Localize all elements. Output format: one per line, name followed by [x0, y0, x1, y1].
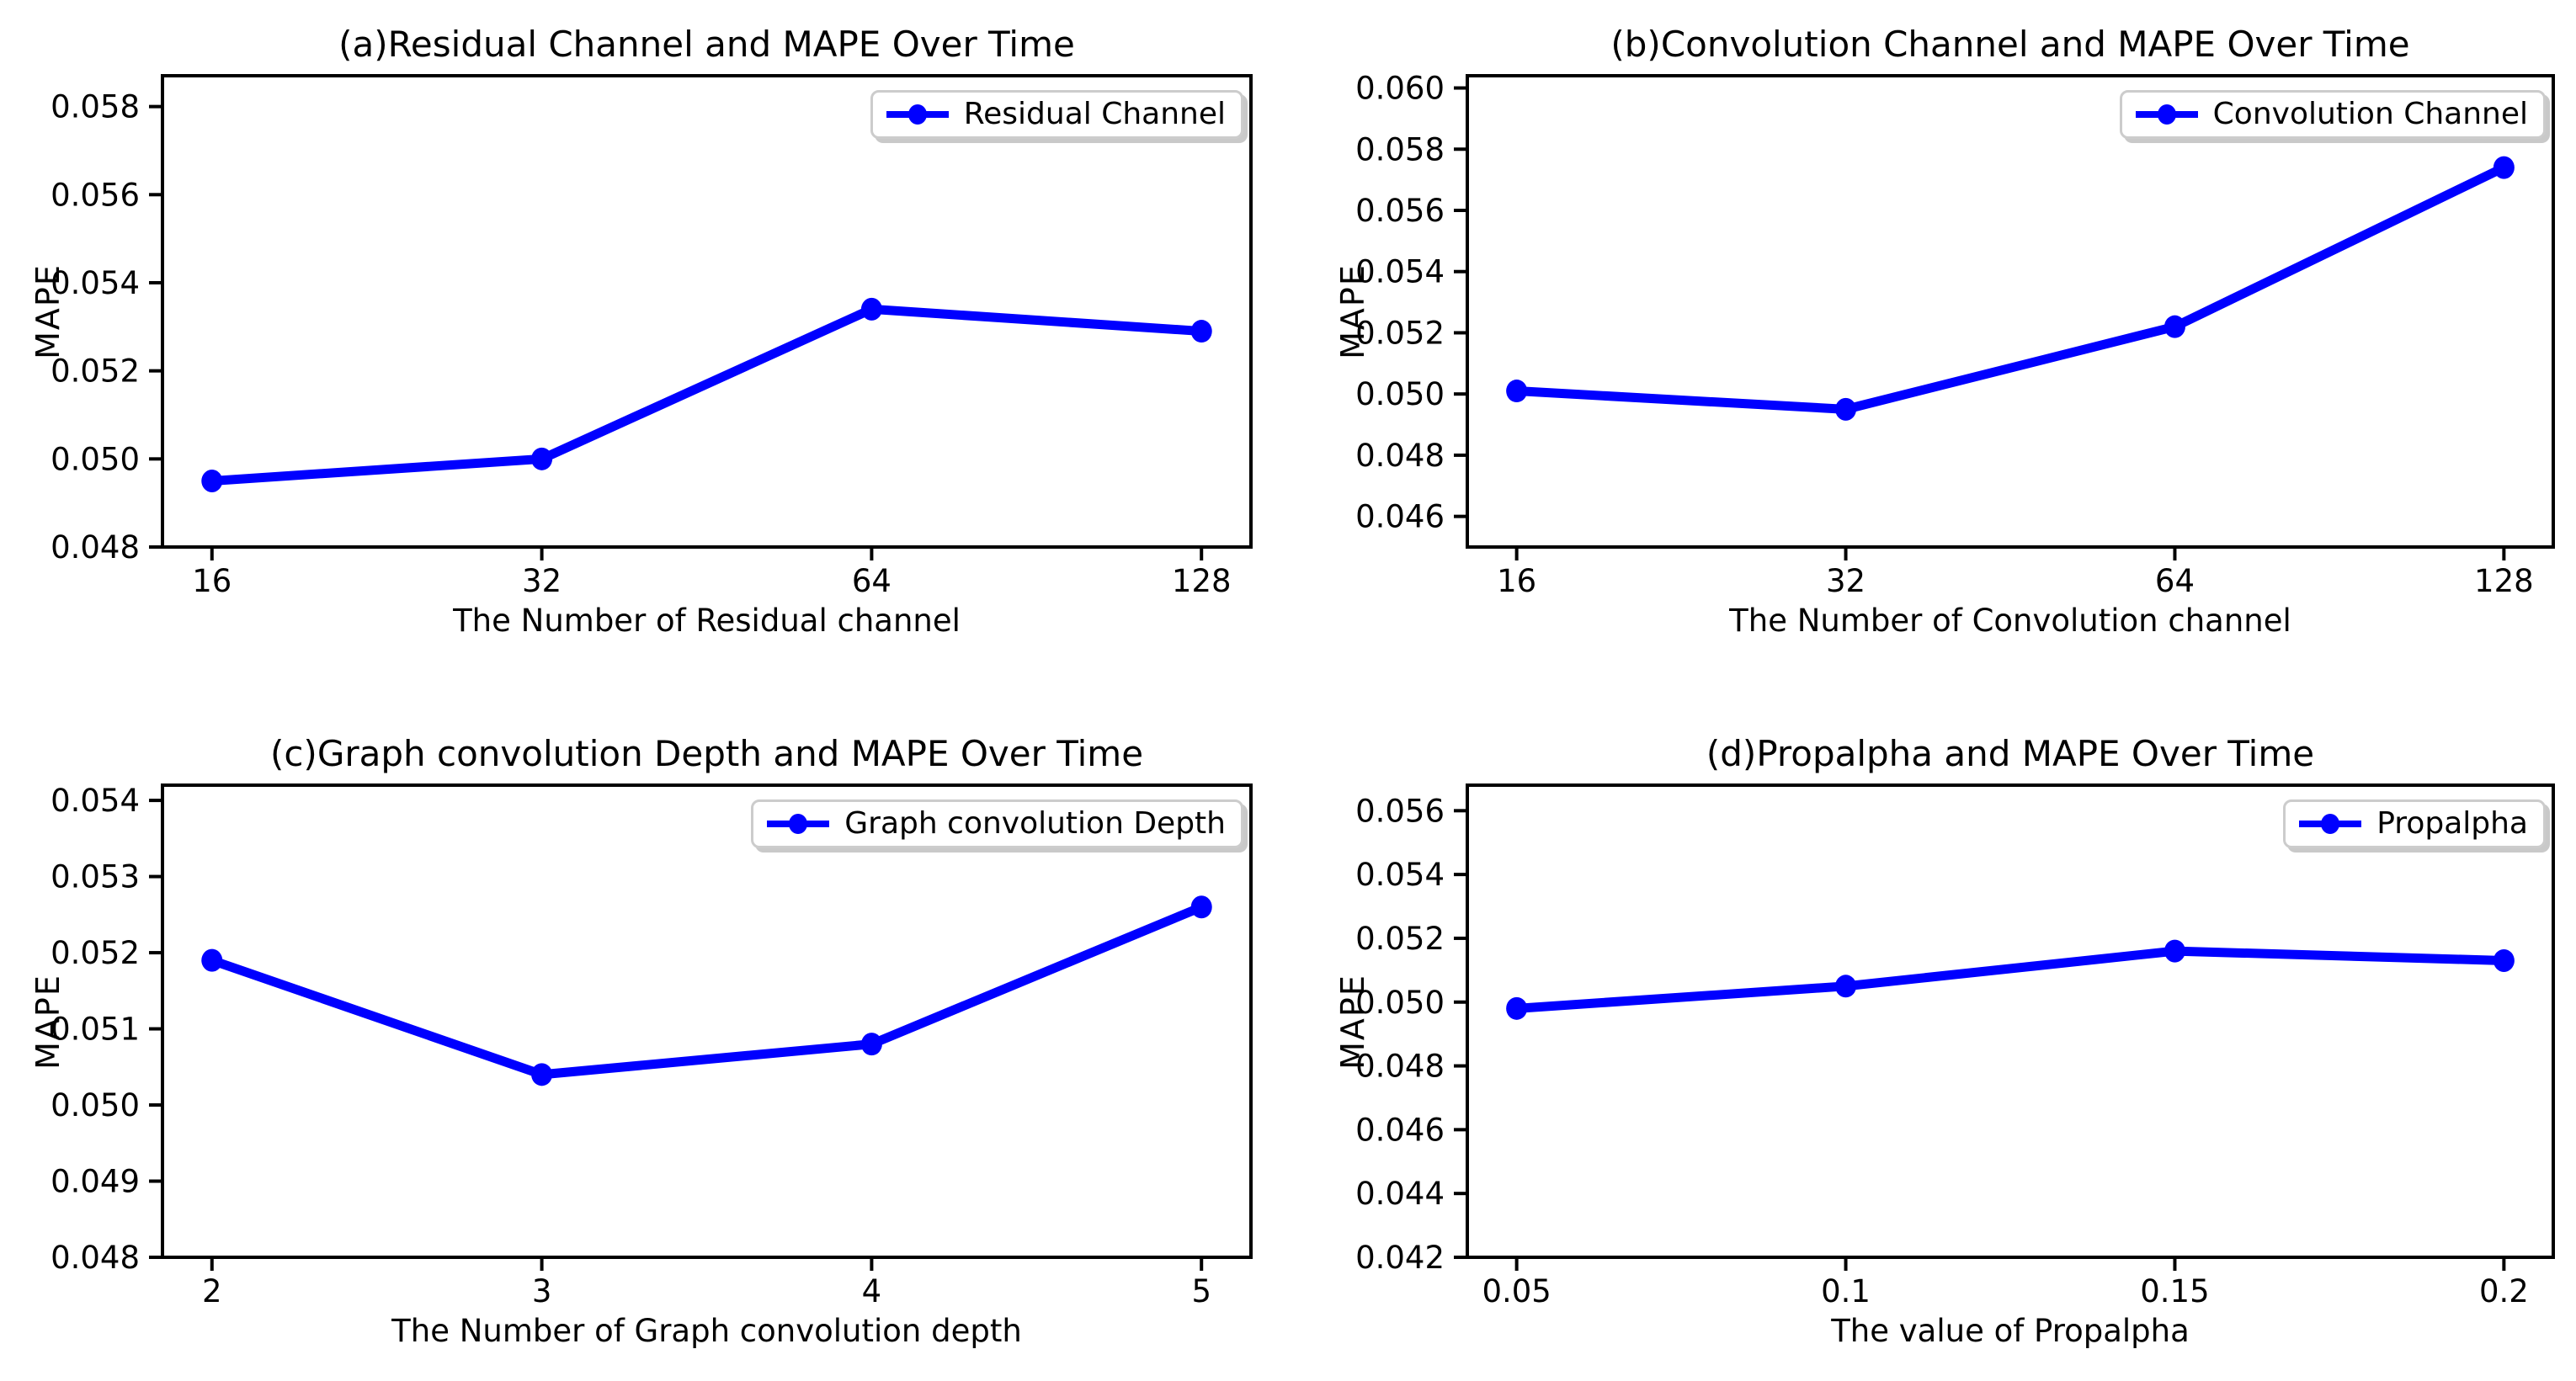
data-point-marker — [1190, 895, 1212, 919]
y-tick-label: 0.046 — [1355, 1112, 1445, 1148]
x-tick-label: 0.1 — [1821, 1273, 1871, 1309]
x-tick-label: 2 — [202, 1273, 222, 1309]
y-tick-label: 0.058 — [51, 89, 140, 125]
y-tick-label: 0.053 — [51, 859, 140, 895]
chart-title: (c)Graph convolution Depth and MAPE Over… — [269, 733, 1144, 774]
legend-line-marker-icon — [2135, 104, 2198, 125]
data-point-marker — [201, 469, 223, 492]
x-tick-label: 128 — [1172, 563, 1232, 599]
data-point-marker — [2164, 939, 2185, 963]
y-tick-label: 0.050 — [1355, 376, 1445, 412]
axes-frame — [161, 74, 1253, 549]
legend-line-marker-icon — [2299, 814, 2362, 834]
x-tick-label: 4 — [862, 1273, 882, 1309]
legend-box: Graph convolution Depth — [751, 799, 1243, 848]
y-tick-label: 0.058 — [1355, 131, 1445, 167]
y-tick-label: 0.049 — [51, 1164, 140, 1200]
x-tick-label: 3 — [532, 1273, 552, 1309]
legend-label: Residual Channel — [963, 97, 1226, 131]
y-tick-label: 0.050 — [51, 1087, 140, 1123]
y-tick-label: 0.052 — [51, 935, 140, 971]
data-line — [207, 902, 1206, 1080]
x-tick-label: 64 — [852, 563, 891, 599]
data-point-marker — [2164, 315, 2185, 338]
y-tick-label: 0.050 — [1355, 985, 1445, 1021]
y-tick-label: 0.052 — [1355, 315, 1445, 351]
x-axis-label: The Number of Convolution channel — [1729, 603, 2291, 639]
data-point-marker — [201, 948, 223, 972]
data-point-marker — [531, 1063, 553, 1086]
x-tick-label: 32 — [522, 563, 562, 599]
y-tick-label: 0.048 — [51, 1240, 140, 1276]
y-tick-label: 0.060 — [1355, 71, 1445, 107]
chart-title: (b)Convolution Channel and MAPE Over Tim… — [1610, 24, 2410, 65]
x-tick-label: 16 — [192, 563, 232, 599]
legend-line-marker-icon — [767, 814, 830, 834]
data-point-marker — [2493, 156, 2515, 179]
data-point-marker — [1835, 397, 1857, 421]
plot-area: 0.042 0.044 0.046 0.048 0.050 0.052 0.054 0.056… — [1355, 783, 2555, 1309]
y-tick-label: 0.048 — [51, 529, 140, 566]
chart-title: (d)Propalpha and MAPE Over Time — [1706, 733, 2315, 774]
axes-frame — [1466, 74, 2555, 549]
y-tick-label: 0.054 — [1355, 857, 1445, 893]
y-tick-label: 0.056 — [51, 177, 140, 213]
legend-line-marker-icon — [886, 104, 949, 125]
legend-label: Graph convolution Depth — [844, 806, 1226, 841]
y-tick-label: 0.050 — [51, 441, 140, 477]
y-tick-label: 0.056 — [1355, 193, 1445, 229]
y-tick-label: 0.048 — [1355, 1049, 1445, 1085]
data-point-marker — [1190, 320, 1212, 343]
legend-box: Residual Channel — [870, 90, 1243, 139]
data-point-marker — [2493, 948, 2515, 972]
data-point-marker — [531, 447, 553, 470]
y-tick-label: 0.056 — [1355, 793, 1445, 829]
axes-frame — [1466, 783, 2555, 1259]
x-tick-label: 64 — [2155, 563, 2195, 599]
x-axis-label: The Number of Graph convolution depth — [391, 1313, 1022, 1349]
data-line — [1512, 162, 2509, 414]
data-line — [1512, 946, 2509, 1013]
x-tick-label: 128 — [2474, 563, 2534, 599]
legend-box: Convolution Channel — [2119, 90, 2546, 139]
y-tick-label: 0.046 — [1355, 499, 1445, 535]
y-tick-label: 0.044 — [1355, 1176, 1445, 1212]
y-tick-label: 0.042 — [1355, 1240, 1445, 1276]
y-tick-label: 0.054 — [1355, 254, 1445, 290]
data-point-marker — [1835, 975, 1857, 998]
x-tick-label: 5 — [1191, 1273, 1211, 1309]
y-tick-label: 0.054 — [51, 265, 140, 301]
y-tick-label: 0.052 — [1355, 921, 1445, 957]
data-point-marker — [1506, 996, 1528, 1020]
x-axis-label: The value of Propalpha — [1831, 1313, 2190, 1349]
data-point-marker — [860, 297, 882, 321]
axes-frame — [161, 783, 1253, 1259]
data-point-marker — [1506, 380, 1528, 403]
x-tick-label: 0.15 — [2140, 1273, 2209, 1309]
chart-title: (a)Residual Channel and MAPE Over Time — [338, 24, 1075, 65]
x-tick-label: 16 — [1497, 563, 1536, 599]
x-tick-label: 32 — [1826, 563, 1865, 599]
x-axis-label: The Number of Residual channel — [453, 603, 961, 639]
plot-area: 0.048 0.049 0.050 0.051 0.052 0.053 0.054 2 3 4 5 — [51, 783, 1253, 1309]
data-point-marker — [860, 1033, 882, 1056]
legend-box: Propalpha — [2283, 799, 2546, 848]
x-tick-label: 0.2 — [2479, 1273, 2529, 1309]
y-tick-label: 0.048 — [1355, 438, 1445, 474]
plot-area: 0.046 0.048 0.050 0.052 0.054 0.056 0.058 0.060… — [1355, 71, 2555, 599]
x-tick-label: 0.05 — [1482, 1273, 1551, 1309]
plot-area: 0.048 0.050 0.052 0.054 0.056 0.058 16 32 64 128 — [51, 74, 1253, 599]
y-tick-label: 0.051 — [51, 1012, 140, 1048]
data-line — [207, 304, 1206, 486]
legend-label: Propalpha — [2376, 806, 2528, 841]
legend-label: Convolution Channel — [2212, 97, 2528, 131]
y-tick-label: 0.052 — [51, 353, 140, 390]
y-tick-label: 0.054 — [51, 783, 140, 819]
